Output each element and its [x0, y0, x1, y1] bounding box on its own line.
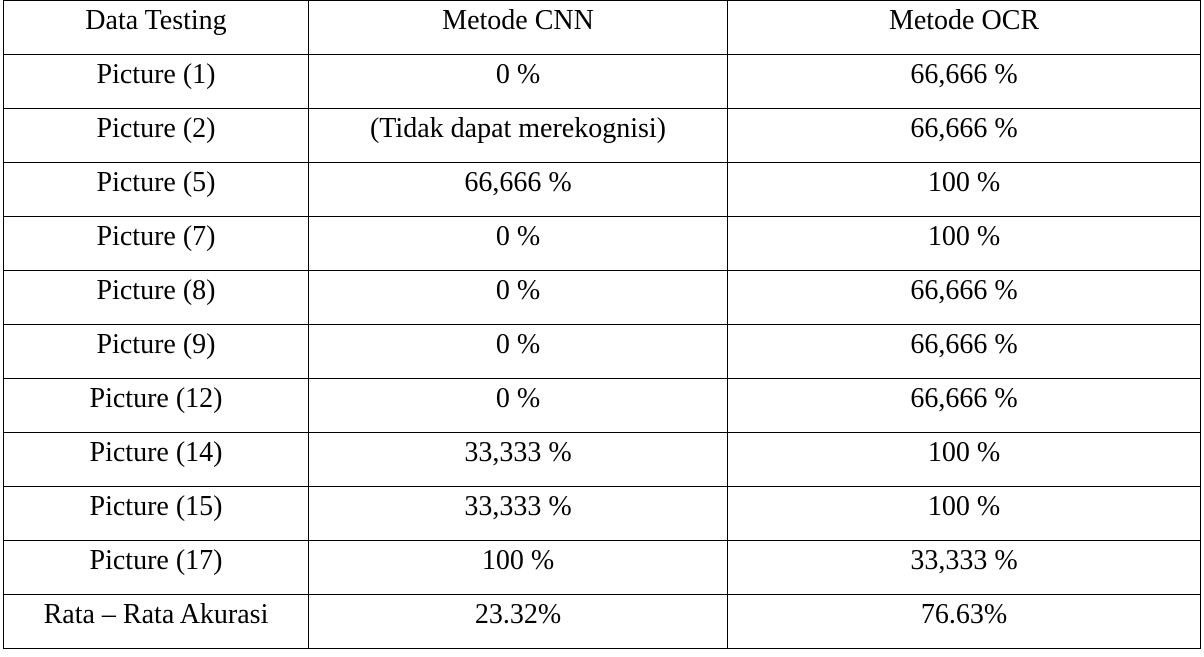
- cell-ocr: 100 %: [727, 162, 1201, 217]
- cell-cnn: 0 %: [308, 378, 728, 433]
- average-accuracy-row: Rata – Rata Akurasi 23.32% 76.63%: [3, 594, 1201, 649]
- table-header: Data Testing Metode CNN Metode OCR: [3, 0, 1201, 55]
- cell-data-testing: Picture (8): [3, 270, 309, 325]
- cell-ocr: 33,333 %: [727, 540, 1201, 595]
- cell-average-label: Rata – Rata Akurasi: [3, 594, 309, 649]
- cell-cnn: 0 %: [308, 324, 728, 379]
- cell-data-testing: Picture (14): [3, 432, 309, 487]
- cell-data-testing: Picture (17): [3, 540, 309, 595]
- cell-data-testing: Picture (9): [3, 324, 309, 379]
- table-row: Picture (15) 33,333 % 100 %: [3, 486, 1201, 541]
- cell-ocr: 100 %: [727, 216, 1201, 271]
- cell-data-testing: Picture (12): [3, 378, 309, 433]
- cell-ocr: 66,666 %: [727, 270, 1201, 325]
- cell-cnn: 33,333 %: [308, 486, 728, 541]
- cell-data-testing: Picture (7): [3, 216, 309, 271]
- header-data-testing: Data Testing: [3, 0, 309, 55]
- cell-ocr: 66,666 %: [727, 378, 1201, 433]
- cell-cnn: 66,666 %: [308, 162, 728, 217]
- table-row: Picture (1) 0 % 66,666 %: [3, 54, 1201, 109]
- table-row: Picture (7) 0 % 100 %: [3, 216, 1201, 271]
- cell-cnn: 0 %: [308, 216, 728, 271]
- cell-ocr: 100 %: [727, 432, 1201, 487]
- cell-ocr: 100 %: [727, 486, 1201, 541]
- header-metode-cnn: Metode CNN: [308, 0, 728, 55]
- cell-cnn: (Tidak dapat merekognisi): [308, 108, 728, 163]
- table-row: Picture (9) 0 % 66,666 %: [3, 324, 1201, 379]
- cell-data-testing: Picture (1): [3, 54, 309, 109]
- table-row: Picture (14) 33,333 % 100 %: [3, 432, 1201, 487]
- cell-cnn: 0 %: [308, 270, 728, 325]
- cell-cnn: 33,333 %: [308, 432, 728, 487]
- accuracy-comparison-table: Data Testing Metode CNN Metode OCR Pictu…: [3, 0, 1201, 649]
- table-row: Picture (17) 100 % 33,333 %: [3, 540, 1201, 595]
- cell-data-testing: Picture (2): [3, 108, 309, 163]
- cell-ocr: 66,666 %: [727, 324, 1201, 379]
- cell-average-ocr: 76.63%: [727, 594, 1201, 649]
- table-row: Picture (5) 66,666 % 100 %: [3, 162, 1201, 217]
- cell-cnn: 100 %: [308, 540, 728, 595]
- header-metode-ocr: Metode OCR: [727, 0, 1201, 55]
- cell-ocr: 66,666 %: [727, 54, 1201, 109]
- cell-ocr: 66,666 %: [727, 108, 1201, 163]
- header-row: Data Testing Metode CNN Metode OCR: [3, 0, 1201, 55]
- cell-data-testing: Picture (15): [3, 486, 309, 541]
- table-body: Picture (1) 0 % 66,666 % Picture (2) (Ti…: [3, 54, 1201, 649]
- cell-average-cnn: 23.32%: [308, 594, 728, 649]
- table-row: Picture (12) 0 % 66,666 %: [3, 378, 1201, 433]
- table-row: Picture (8) 0 % 66,666 %: [3, 270, 1201, 325]
- table-row: Picture (2) (Tidak dapat merekognisi) 66…: [3, 108, 1201, 163]
- cell-data-testing: Picture (5): [3, 162, 309, 217]
- cell-cnn: 0 %: [308, 54, 728, 109]
